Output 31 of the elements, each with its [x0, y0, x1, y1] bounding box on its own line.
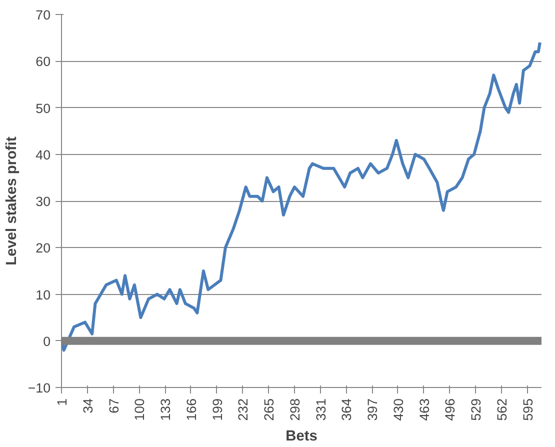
x-tick-label: 1	[54, 398, 70, 406]
x-tick-label: 364	[339, 398, 354, 421]
x-tick-label: 100	[132, 398, 148, 421]
y-tick-label: 60	[36, 54, 51, 70]
x-tick-label: 595	[520, 398, 536, 421]
x-axis-title: Bets	[286, 428, 318, 445]
x-tick-label: 496	[442, 398, 458, 421]
x-tick-label: 397	[365, 398, 380, 421]
x-tick-label: 67	[106, 398, 122, 414]
x-tick-label: 166	[184, 398, 199, 421]
x-tick-label: 34	[80, 398, 96, 414]
x-tick-label: 430	[390, 398, 406, 421]
y-tick-label: 20	[36, 240, 51, 256]
x-tick-label: 232	[236, 398, 251, 421]
y-tick-label: 30	[36, 194, 51, 209]
x-tick-label: 298	[287, 398, 302, 421]
y-tick-label: 0	[43, 334, 51, 349]
x-tick-label: 133	[158, 398, 174, 421]
x-tick-label: 463	[416, 398, 432, 421]
y-tick-label: 10	[36, 287, 51, 302]
y-tick-label: 40	[36, 147, 51, 162]
x-tick-label: 331	[313, 398, 328, 421]
x-tick-label: 562	[494, 398, 510, 421]
x-tick-label: 529	[468, 398, 484, 421]
line-series	[62, 40, 542, 352]
y-axis-title: Level stakes profit	[4, 136, 20, 266]
y-tick-label: −10	[28, 380, 50, 396]
x-tick-label: 199	[210, 398, 225, 421]
x-tick-label: 265	[262, 398, 277, 421]
y-tick-label: 70	[36, 8, 51, 22]
y-tick-label: 50	[36, 100, 51, 116]
